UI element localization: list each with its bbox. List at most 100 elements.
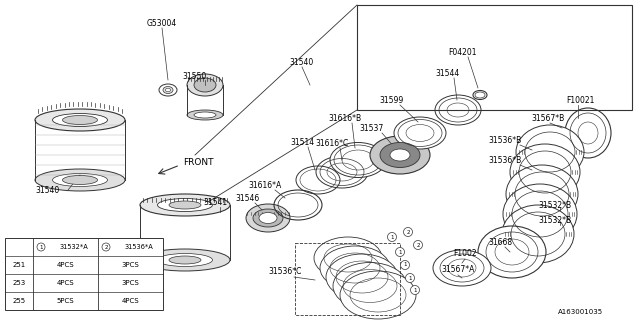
Circle shape: [396, 247, 404, 257]
Circle shape: [410, 285, 419, 294]
Text: G53004: G53004: [147, 19, 177, 28]
Text: 2: 2: [416, 243, 420, 247]
Text: 31532*B: 31532*B: [538, 201, 572, 210]
Bar: [5, 238, 163, 310]
Text: 31616*A: 31616*A: [248, 180, 282, 189]
Ellipse shape: [565, 108, 611, 158]
Ellipse shape: [316, 156, 368, 188]
Circle shape: [37, 243, 45, 251]
Text: 31532*B: 31532*B: [538, 215, 572, 225]
Circle shape: [387, 233, 397, 242]
Ellipse shape: [35, 169, 125, 191]
Ellipse shape: [370, 136, 430, 174]
Bar: [295, 243, 400, 315]
Ellipse shape: [63, 116, 97, 124]
Ellipse shape: [157, 198, 212, 212]
Ellipse shape: [140, 194, 230, 216]
Ellipse shape: [169, 201, 201, 209]
Ellipse shape: [475, 92, 485, 98]
Ellipse shape: [194, 112, 216, 118]
Text: FRONT: FRONT: [183, 157, 213, 166]
Text: 1: 1: [390, 235, 394, 239]
Text: 4PCS: 4PCS: [122, 298, 140, 304]
Ellipse shape: [159, 84, 177, 96]
Ellipse shape: [314, 237, 382, 279]
Ellipse shape: [166, 88, 170, 92]
Text: 31536*B: 31536*B: [488, 135, 522, 145]
Ellipse shape: [253, 209, 283, 227]
Text: 251: 251: [12, 262, 26, 268]
Text: 31514: 31514: [290, 138, 314, 147]
Ellipse shape: [194, 78, 216, 92]
Text: F1002: F1002: [453, 250, 477, 259]
Ellipse shape: [246, 204, 290, 232]
Text: 31550: 31550: [183, 71, 207, 81]
Text: 31544: 31544: [436, 68, 460, 77]
Ellipse shape: [35, 109, 125, 131]
Ellipse shape: [52, 114, 108, 126]
Ellipse shape: [503, 184, 577, 244]
Ellipse shape: [340, 271, 416, 319]
Bar: [357, 5, 632, 110]
Ellipse shape: [380, 142, 420, 167]
Ellipse shape: [506, 165, 578, 223]
Text: F10021: F10021: [566, 95, 594, 105]
Text: 31616*B: 31616*B: [328, 114, 362, 123]
Ellipse shape: [163, 86, 173, 93]
Text: 31536*B: 31536*B: [488, 156, 522, 164]
Text: 255: 255: [12, 298, 26, 304]
Ellipse shape: [52, 173, 108, 187]
Ellipse shape: [333, 262, 407, 309]
Circle shape: [406, 274, 415, 283]
Ellipse shape: [63, 175, 97, 185]
Ellipse shape: [169, 256, 201, 264]
Text: 31616*C: 31616*C: [316, 139, 349, 148]
Text: 31540: 31540: [290, 58, 314, 67]
Text: 1: 1: [398, 250, 402, 254]
Text: 4PCS: 4PCS: [57, 262, 74, 268]
Ellipse shape: [259, 212, 277, 223]
Text: 2: 2: [104, 244, 108, 250]
Ellipse shape: [320, 246, 390, 290]
Text: 3PCS: 3PCS: [122, 262, 140, 268]
Ellipse shape: [330, 142, 386, 178]
Ellipse shape: [433, 250, 491, 286]
Ellipse shape: [140, 249, 230, 271]
Ellipse shape: [510, 144, 580, 200]
Ellipse shape: [187, 74, 223, 96]
Text: 1: 1: [39, 244, 43, 250]
Circle shape: [403, 228, 413, 236]
Text: 31532*A: 31532*A: [59, 244, 88, 250]
Circle shape: [401, 260, 410, 269]
Text: 31537: 31537: [360, 124, 384, 132]
Text: 31540: 31540: [36, 186, 60, 195]
Circle shape: [102, 243, 110, 251]
Text: A163001035: A163001035: [557, 309, 603, 315]
Text: 1: 1: [403, 262, 407, 268]
Text: 253: 253: [12, 280, 26, 286]
Ellipse shape: [435, 95, 481, 125]
Ellipse shape: [326, 254, 398, 300]
Ellipse shape: [394, 117, 446, 149]
Text: 3PCS: 3PCS: [122, 280, 140, 286]
Text: 2: 2: [406, 229, 410, 235]
Text: F04201: F04201: [448, 47, 476, 57]
Text: 31546: 31546: [236, 194, 260, 203]
Text: 31599: 31599: [380, 95, 404, 105]
Ellipse shape: [502, 205, 574, 263]
Text: 31536*C: 31536*C: [268, 268, 301, 276]
Text: 5PCS: 5PCS: [57, 298, 74, 304]
Text: 31567*B: 31567*B: [531, 114, 564, 123]
Text: 4PCS: 4PCS: [57, 280, 74, 286]
Text: 1: 1: [413, 287, 417, 292]
Ellipse shape: [478, 226, 546, 278]
Circle shape: [413, 241, 422, 250]
Ellipse shape: [187, 110, 223, 120]
Text: 31536*A: 31536*A: [124, 244, 153, 250]
Ellipse shape: [390, 149, 410, 161]
Text: 1: 1: [408, 276, 412, 281]
Ellipse shape: [157, 253, 212, 267]
Text: 31541: 31541: [203, 197, 227, 206]
Text: 31567*A: 31567*A: [442, 266, 475, 275]
Text: 31668: 31668: [488, 237, 512, 246]
